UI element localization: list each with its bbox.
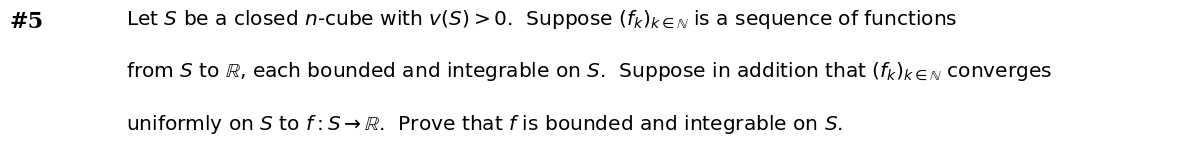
Text: from $S$ to $\mathbb{R}$, each bounded and integrable on $S$.  Suppose in additi: from $S$ to $\mathbb{R}$, each bounded a… xyxy=(126,60,1052,83)
Text: uniformly on $S$ to $f : S \to \mathbb{R}$.  Prove that $f$ is bounded and integ: uniformly on $S$ to $f : S \to \mathbb{R… xyxy=(126,113,844,135)
Text: #5: #5 xyxy=(10,11,43,33)
Text: Let $S$ be a closed $n$-cube with $v(S) > 0$.  Suppose $(f_k)_{k\in\mathbb{N}}$ : Let $S$ be a closed $n$-cube with $v(S) … xyxy=(126,8,958,31)
